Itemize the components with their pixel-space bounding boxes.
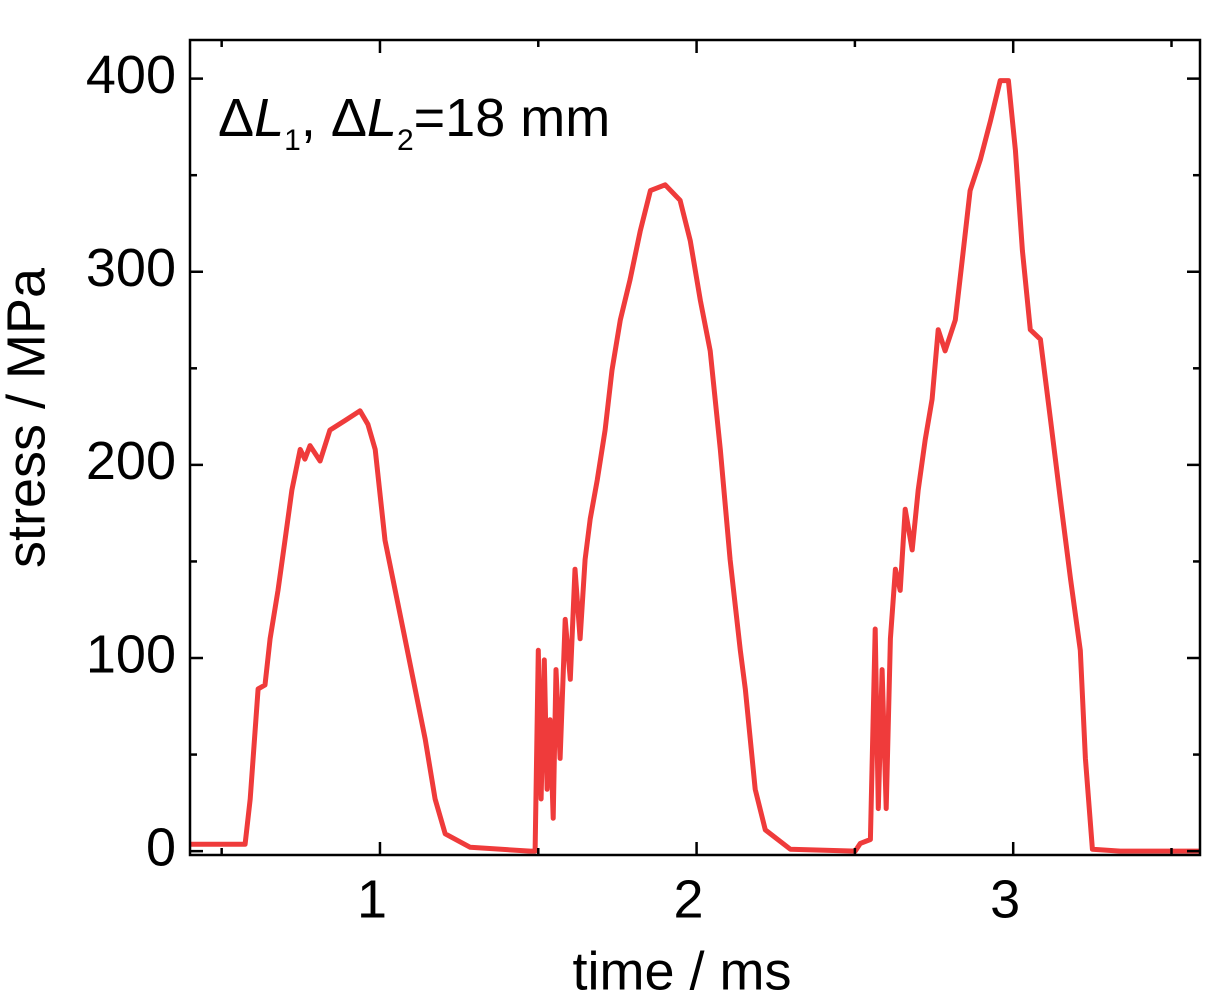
y-tick-label: 100 [86,624,176,684]
y-tick-label: 0 [146,817,176,877]
x-axis-label: time / ms [572,941,791,1001]
y-tick-label: 400 [86,45,176,105]
y-tick-label: 200 [86,431,176,491]
annotation: ΔL1, ΔL2=18 mm [218,88,610,157]
annotation-part: L [367,88,397,148]
annotation-part: =18 mm [414,88,611,148]
x-tick-label: 1 [357,869,387,929]
annotation-part: , Δ [301,88,367,148]
x-tick-label: 3 [990,869,1020,929]
annotation-part: Δ [218,88,254,148]
annotation-part: 1 [284,124,301,157]
x-tick-label: 2 [674,869,704,929]
y-tick-label: 300 [86,238,176,298]
data-line [190,78,1200,854]
annotation-part: L [254,88,284,148]
plot-frame [188,38,1202,857]
annotation-part: 2 [397,124,414,157]
y-axis-label: stress / MPa [0,267,56,568]
